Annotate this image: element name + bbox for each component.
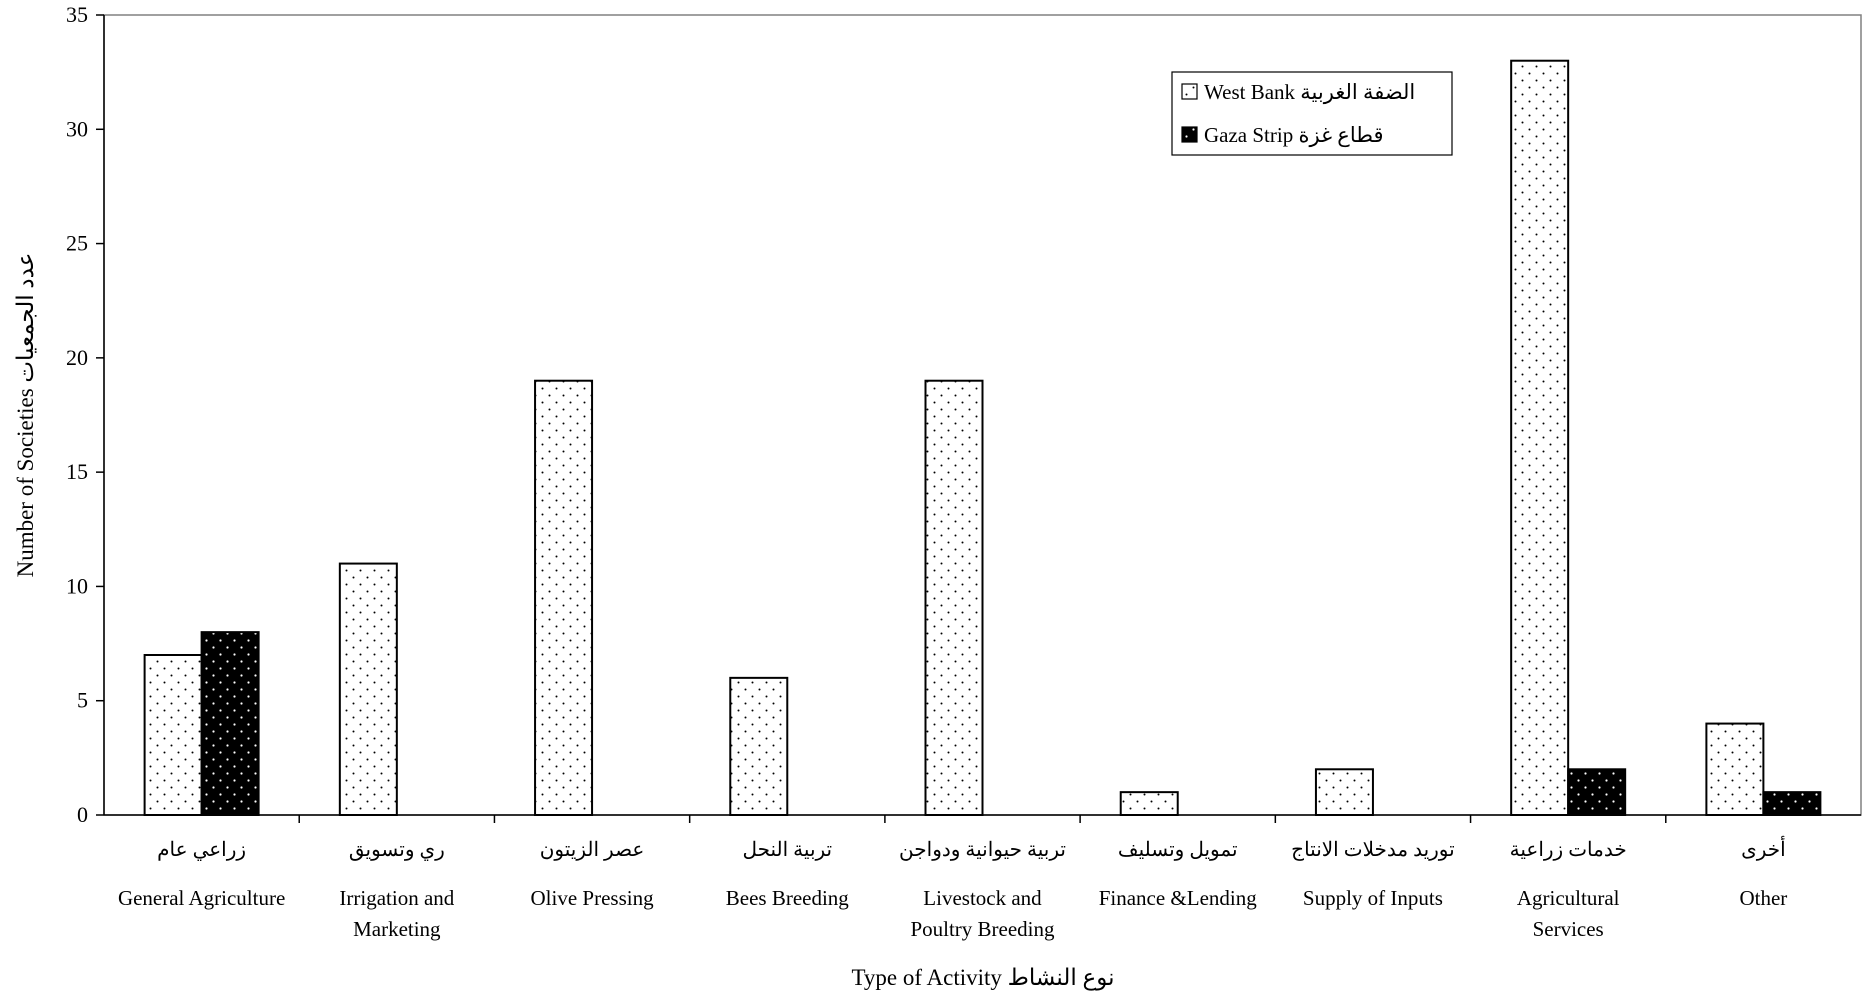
bar-west-bank bbox=[1705, 722, 1765, 816]
bar-west-bank bbox=[1510, 59, 1570, 816]
legend-frame bbox=[1171, 71, 1453, 156]
legend-swatch-gaza-strip bbox=[1181, 126, 1198, 143]
y-tick-label: 35 bbox=[66, 2, 88, 27]
x-tick-label-arabic: توريد مدخلات الانتاج bbox=[1291, 839, 1455, 861]
x-tick-label-arabic: تمويل وتسليف bbox=[1118, 839, 1238, 861]
y-tick-label: 5 bbox=[77, 688, 88, 713]
bar-west-bank bbox=[1314, 768, 1374, 816]
y-axis-label: Number of Societies عدد الجمعيات bbox=[13, 253, 38, 578]
x-tick-label-english: Poultry Breeding bbox=[910, 917, 1055, 941]
x-tick-label-arabic: خدمات زراعية bbox=[1510, 839, 1627, 861]
y-tick-label: 0 bbox=[77, 802, 88, 827]
x-axis-category-labels: زراعي عام General Agriculture ري وتسويق Irr… bbox=[118, 835, 1787, 941]
x-tick-label-english: Marketing bbox=[353, 917, 441, 941]
x-tick-label-arabic: زراعي عام bbox=[157, 839, 246, 861]
bar-west-bank bbox=[338, 562, 398, 816]
x-tick-label-arabic: تربية حيوانية ودواجن bbox=[899, 839, 1066, 861]
y-tick-label: 10 bbox=[66, 573, 88, 598]
x-tick-label-arabic: أخرى bbox=[1741, 835, 1786, 861]
legend-label-gaza-strip: Gaza Strip قطاع غزة bbox=[1204, 123, 1384, 148]
x-tick-label-english: General Agriculture bbox=[118, 886, 285, 910]
y-tick-label: 15 bbox=[66, 459, 88, 484]
x-axis-label: Type of Activity نوع النشاط bbox=[851, 965, 1114, 991]
legend: West Bank الضفة الغربية Gaza Strip قطاع … bbox=[1171, 71, 1453, 156]
bar-west-bank bbox=[1119, 791, 1179, 817]
x-tick-label-english: Agricultural bbox=[1517, 886, 1620, 910]
y-tick-label: 30 bbox=[66, 116, 88, 141]
x-tick-label-english: Olive Pressing bbox=[531, 886, 655, 910]
x-tick-label-arabic: عصر الزيتون bbox=[540, 839, 645, 861]
bar-gaza-strip bbox=[200, 631, 260, 817]
x-tick-label-english: Supply of Inputs bbox=[1303, 886, 1443, 910]
legend-item-gaza-strip: Gaza Strip قطاع غزة bbox=[1181, 123, 1384, 148]
x-tick-label-english: Livestock and bbox=[923, 886, 1042, 910]
x-tick-label-arabic: ري وتسويق bbox=[349, 839, 445, 861]
y-tick-label: 25 bbox=[66, 231, 88, 256]
bar-gaza-strip bbox=[1762, 791, 1822, 817]
x-tick-label-english: Finance &Lending bbox=[1099, 886, 1258, 910]
x-tick-label-english: Services bbox=[1533, 917, 1604, 941]
x-tick-label-english: Irrigation and bbox=[339, 886, 454, 910]
bar-west-bank bbox=[729, 676, 789, 816]
bars-group bbox=[143, 59, 1822, 823]
bar-west-bank bbox=[534, 379, 594, 816]
legend-swatch-west-bank bbox=[1181, 83, 1198, 100]
bar-gaza-strip bbox=[1567, 768, 1627, 816]
legend-item-west-bank: West Bank الضفة الغربية bbox=[1181, 80, 1415, 105]
bar-west-bank bbox=[143, 654, 203, 816]
bar-west-bank bbox=[924, 379, 984, 816]
x-tick-label-arabic: تربية النحل bbox=[742, 839, 832, 861]
x-tick-label-english: Other bbox=[1739, 886, 1787, 910]
x-tick-label-english: Bees Breeding bbox=[726, 886, 850, 910]
legend-label-west-bank: West Bank الضفة الغربية bbox=[1204, 80, 1415, 105]
y-tick-label: 20 bbox=[66, 345, 88, 370]
y-axis-ticks: 0 5 10 15 20 25 30 35 bbox=[66, 2, 104, 827]
